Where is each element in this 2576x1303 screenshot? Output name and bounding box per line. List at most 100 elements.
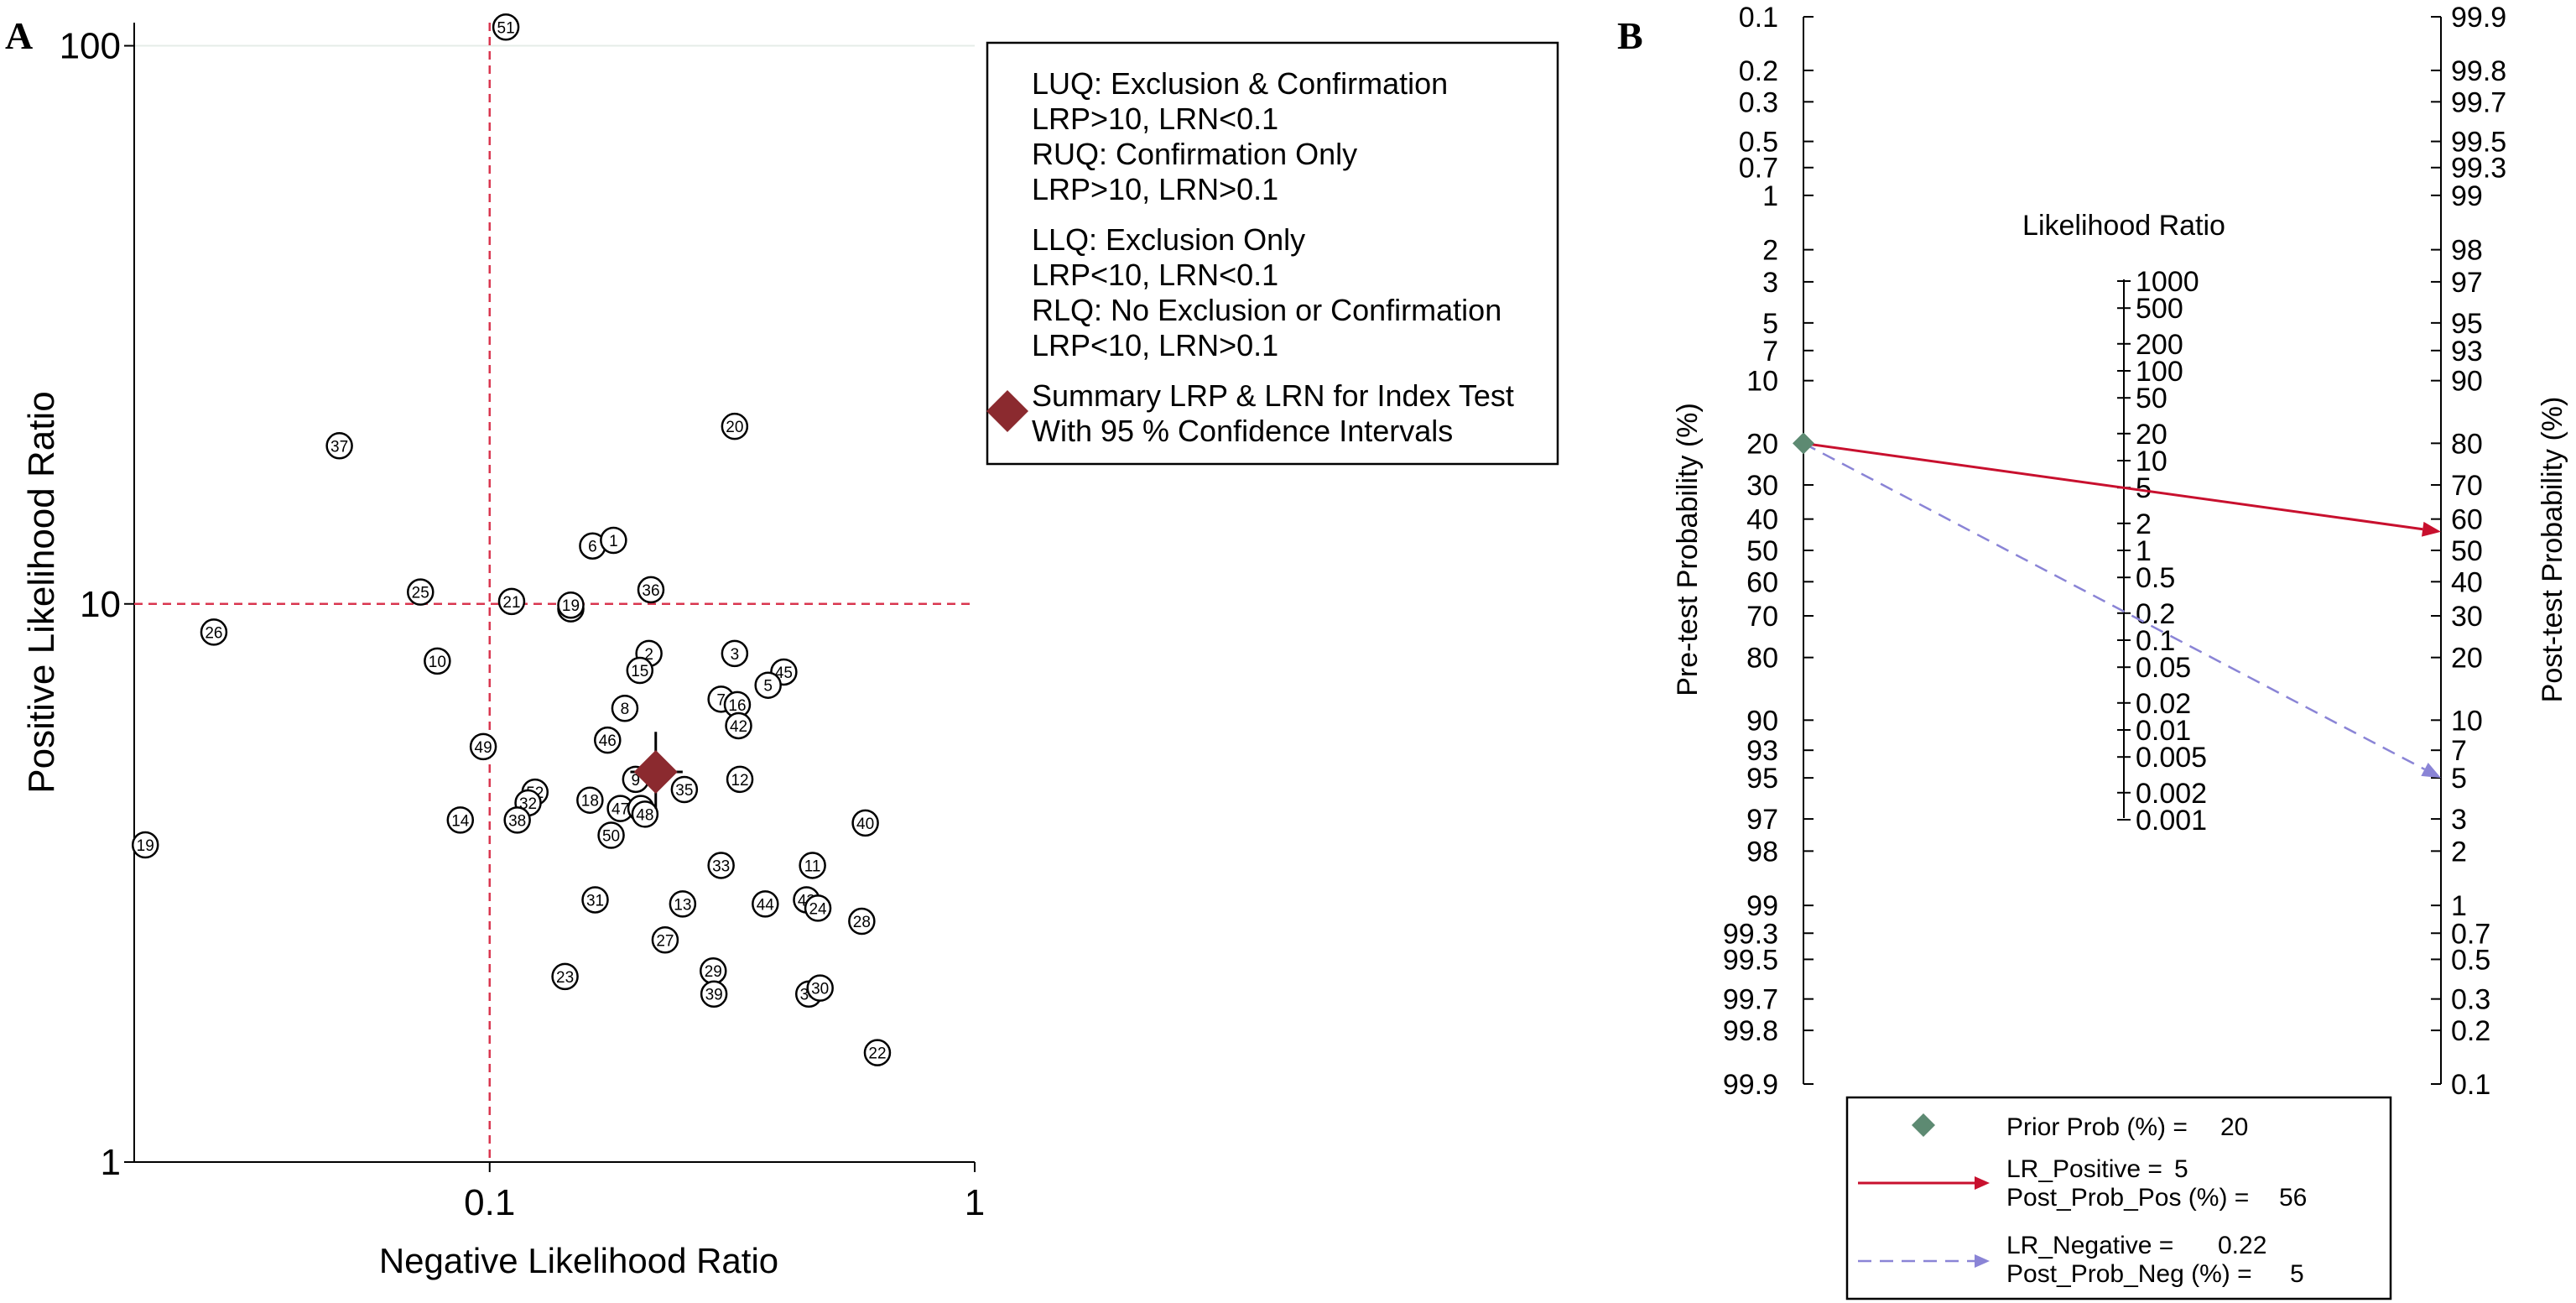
posttest-tick-label: 90: [2451, 366, 2483, 398]
legend-box: [986, 41, 1559, 466]
pretest-tick-label: 97: [1746, 804, 1778, 836]
study-point-label: 42: [730, 718, 747, 736]
pretest-tick-label: 40: [1746, 504, 1778, 536]
pretest-tick-label: 0.7: [1739, 153, 1778, 185]
study-point: 44: [752, 890, 779, 918]
posttest-tick-label: 0.5: [2451, 944, 2490, 976]
pretest-tick-label: 99.3: [1723, 918, 1778, 950]
lr-positive-arrowhead: [2421, 521, 2441, 537]
study-point-marker: [497, 587, 526, 616]
study-point-marker: [799, 852, 826, 879]
pretest-tick-label: 99: [1746, 890, 1778, 922]
study-point: 31: [581, 886, 609, 914]
study-point-label: 8: [621, 701, 630, 718]
study-point-label: 31: [586, 892, 604, 909]
panel-b-nomogram: 0.10.20.30.50.71235710203040506070809093…: [1723, 2, 2506, 1101]
study-point-label: 51: [497, 19, 515, 37]
pretest-tick-label: 80: [1746, 643, 1778, 675]
lr-tick-label: 100: [2136, 356, 2183, 388]
study-point-label: 29: [705, 963, 722, 981]
plot-area: [134, 23, 975, 1162]
lr-tick-label: 20: [2136, 419, 2167, 451]
pretest-tick-label: 90: [1746, 705, 1778, 737]
study-point: 3: [721, 639, 749, 668]
study-point-label: 39: [705, 987, 723, 1004]
legend-line: RUQ: Confirmation Only: [1032, 137, 1357, 171]
study-point-marker: [600, 526, 627, 555]
lr-tick-label: 10: [2136, 446, 2167, 477]
study-point-marker: [863, 1039, 892, 1066]
study-point-marker: [581, 886, 609, 914]
posttest-tick-label: 95: [2451, 308, 2483, 340]
study-point: 28: [848, 907, 876, 936]
study-point-marker: [407, 578, 435, 606]
study-point-label: 13: [674, 896, 691, 914]
study-point-label: 11: [804, 857, 821, 875]
study-point-label: 48: [636, 806, 653, 824]
x-tick-label: 0.1: [464, 1182, 515, 1223]
y-axis-title: Positive Likelihood Ratio: [21, 391, 62, 793]
lr-tick-label: 0.005: [2136, 742, 2207, 774]
study-point-marker: [670, 775, 699, 804]
study-point: 24: [804, 894, 832, 922]
lr-tick-label: 0.05: [2136, 652, 2191, 684]
study-point-label: 12: [731, 772, 748, 790]
legend-line: LRP<10, LRN>0.1: [1032, 328, 1278, 362]
posttest-tick-label: 7: [2451, 735, 2467, 767]
pretest-tick-label: 99.5: [1723, 944, 1778, 976]
lr-tick-label: 2: [2136, 508, 2152, 540]
legend-ppn-value: 5: [2290, 1260, 2304, 1288]
lr-tick-label: 0.01: [2136, 715, 2191, 747]
study-point-label: 19: [137, 837, 154, 855]
posttest-tick-label: 99.9: [2451, 2, 2506, 34]
pretest-tick-label: 99.8: [1723, 1015, 1778, 1047]
study-point-marker: [637, 576, 665, 604]
posttest-tick-label: 50: [2451, 535, 2483, 567]
study-point: 22: [863, 1039, 892, 1066]
study-point: 15: [626, 656, 654, 685]
study-point: 29: [700, 956, 727, 985]
study-point-label: 38: [508, 812, 526, 830]
lr-tick-label: 5: [2136, 472, 2152, 504]
study-point-marker: [446, 806, 475, 834]
legend-line: LRP>10, LRN<0.1: [1032, 102, 1278, 136]
study-point-marker: [325, 432, 353, 460]
study-point-label: 27: [656, 932, 674, 950]
study-point-marker: [700, 980, 728, 1008]
posttest-tick-label: 70: [2451, 470, 2483, 502]
study-point: 35: [670, 775, 699, 804]
pretest-tick-label: 0.1: [1739, 2, 1778, 34]
pretest-tick-label: 0.2: [1739, 55, 1778, 87]
legend-ppp-label: Post_Prob_Pos (%) =: [2006, 1184, 2249, 1212]
posttest-tick-label: 20: [2451, 643, 2483, 675]
lr-tick-label: 500: [2136, 293, 2183, 325]
study-point: 12: [726, 765, 754, 794]
study-point: 39: [700, 980, 728, 1008]
study-point-label: 26: [205, 624, 222, 642]
study-point: 8: [611, 694, 639, 722]
study-point: 13: [669, 890, 697, 918]
study-point-label: 3: [731, 646, 740, 664]
study-point-marker: [806, 974, 834, 1002]
legend-prior-label: Prior Prob (%) =: [2006, 1113, 2188, 1141]
panel-a-legend: LUQ: Exclusion & Confirmation LRP>10, LR…: [986, 41, 1559, 466]
posttest-axis-title: Post-test Probability (%): [2537, 397, 2568, 703]
study-point: 33: [707, 852, 735, 879]
study-point-label: 22: [868, 1045, 886, 1063]
study-point: 14: [446, 806, 475, 834]
study-point-label: 7: [716, 691, 726, 709]
study-point: 46: [594, 726, 622, 754]
x-axis-title: Negative Likelihood Ratio: [379, 1241, 778, 1280]
study-point: 49: [469, 732, 497, 761]
posttest-tick-label: 3: [2451, 804, 2467, 836]
legend-line: RLQ: No Exclusion or Confirmation: [1032, 293, 1501, 327]
study-point-label: 14: [451, 812, 470, 830]
study-point-marker: [721, 639, 749, 668]
posttest-tick-label: 5: [2451, 763, 2467, 795]
study-point-label: 28: [853, 914, 871, 931]
pretest-tick-label: 7: [1762, 336, 1778, 367]
study-point-marker: [707, 852, 735, 879]
study-point: 48: [631, 800, 659, 828]
